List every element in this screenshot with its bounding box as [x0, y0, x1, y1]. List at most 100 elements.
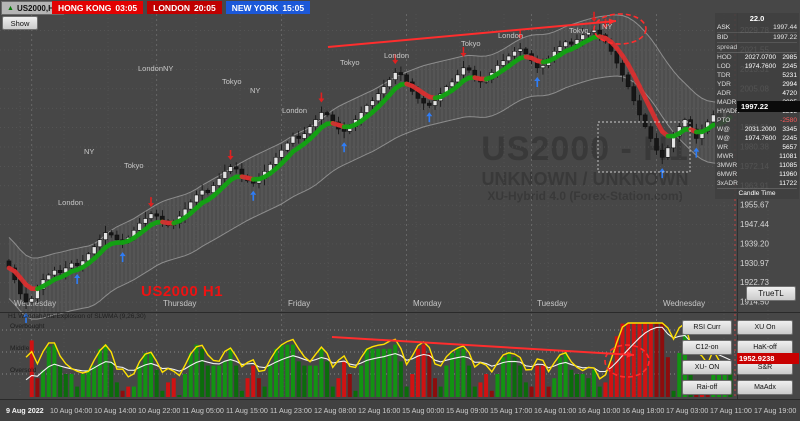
stat-row: TDR 5231	[717, 72, 797, 79]
clock-hong-kong: HONG KONG 03:05	[52, 1, 144, 14]
stat-row: ADR 4720	[717, 90, 797, 97]
svg-text:NY: NY	[163, 64, 173, 73]
stat-row: W@ 2031.2000 3345	[717, 126, 797, 133]
svg-text:Tokyo: Tokyo	[569, 26, 589, 35]
stats-rows: HOD 2027.0700 2985 LOD 1974.7600 2245 TDR 5231 Y…	[717, 53, 797, 188]
indicator-button-rsi-curr[interactable]: RSI Curr	[682, 320, 732, 335]
indicator-button-xu-on[interactable]: XU On	[737, 320, 793, 335]
ask-row: ASK 1997.44	[717, 23, 797, 33]
indicator-button-maadx[interactable]: MaAdx	[737, 380, 793, 395]
svg-text:11 Aug 15:00: 11 Aug 15:00	[226, 406, 268, 415]
truetl-button[interactable]: TrueTL	[746, 286, 796, 301]
svg-text:Wednesday: Wednesday	[663, 299, 705, 308]
svg-text:Tokyo: Tokyo	[124, 161, 144, 170]
stat-row: 3MWR 11085	[717, 162, 797, 169]
svg-text:1955.67: 1955.67	[740, 201, 769, 210]
spread-label: spread	[717, 43, 797, 53]
stat-row: PTO -2580	[717, 117, 797, 124]
svg-text:Thursday: Thursday	[163, 299, 196, 308]
show-button[interactable]: Show	[2, 16, 38, 30]
svg-text:NY: NY	[84, 147, 94, 156]
svg-text:15 Aug 00:00: 15 Aug 00:00	[402, 406, 444, 415]
ask-label: ASK	[717, 24, 731, 31]
svg-text:1930.97: 1930.97	[740, 259, 769, 268]
stat-row: YDR 2994	[717, 81, 797, 88]
indicator-button-xu-on[interactable]: XU- ON	[682, 360, 732, 375]
svg-text:London: London	[498, 31, 523, 40]
current-price-tag: 1997.22	[737, 101, 800, 112]
stat-row: LOD 1974.7600 2245	[717, 63, 797, 70]
wae-indicator	[2, 322, 735, 397]
stat-row: 3xADR 11722	[717, 180, 797, 187]
svg-text:16 Aug 01:00: 16 Aug 01:00	[534, 406, 576, 415]
svg-text:16 Aug 18:00: 16 Aug 18:00	[622, 406, 664, 415]
svg-text:10 Aug 04:00: 10 Aug 04:00	[50, 406, 92, 415]
svg-text:15 Aug 17:00: 15 Aug 17:00	[490, 406, 532, 415]
indicator-price-tag: 1952.9238	[737, 353, 799, 364]
svg-text:Tuesday: Tuesday	[537, 299, 567, 308]
svg-text:Friday: Friday	[288, 299, 310, 308]
svg-text:1914.50: 1914.50	[740, 298, 769, 307]
candles	[6, 24, 733, 309]
clock-time: 03:05	[115, 2, 138, 13]
middle-label: Middle	[10, 345, 30, 352]
indicator-button-c12-on[interactable]: C12-on	[682, 340, 732, 355]
clock-time: 15:05	[282, 2, 305, 13]
svg-text:London: London	[138, 64, 163, 73]
chart-watermark: US2000 - H1 UNKNOWN / UNKNOWN XU-Hybrid …	[425, 130, 745, 204]
chart-symbol-label: US2000 H1	[141, 283, 224, 300]
svg-text:London: London	[282, 106, 307, 115]
stat-row: WR 5657	[717, 144, 797, 151]
svg-text:Monday: Monday	[413, 299, 441, 308]
svg-text:12 Aug 16:00: 12 Aug 16:00	[358, 406, 400, 415]
svg-text:London: London	[58, 198, 83, 207]
svg-text:11 Aug 05:00: 11 Aug 05:00	[182, 406, 224, 415]
indicator-button-rai-off[interactable]: Rai-off	[682, 380, 732, 395]
svg-text:Tokyo: Tokyo	[340, 58, 360, 67]
svg-text:London: London	[384, 51, 409, 60]
svg-text:10 Aug 22:00: 10 Aug 22:00	[138, 406, 180, 415]
svg-text:10 Aug 14:00: 10 Aug 14:00	[94, 406, 136, 415]
ask-value: 1997.44	[773, 24, 797, 31]
clock-city: HONG KONG	[58, 2, 112, 13]
svg-text:Tokyo: Tokyo	[461, 39, 481, 48]
svg-text:9 Aug 2022: 9 Aug 2022	[6, 406, 44, 415]
indicator-title: H1 WaddahAttarExplosion of SLWMA (9,26,3…	[8, 313, 146, 320]
clock-city: NEW YORK	[231, 2, 279, 13]
stat-row: HOD 2027.0700 2985	[717, 54, 797, 61]
svg-text:17 Aug 11:00: 17 Aug 11:00	[710, 406, 752, 415]
bid-label: BID	[717, 34, 728, 41]
bid-value: 1997.22	[773, 34, 797, 41]
clock-london: LONDON 20:05	[147, 1, 222, 14]
svg-text:17 Aug 19:00: 17 Aug 19:00	[754, 406, 796, 415]
svg-text:NY: NY	[602, 22, 612, 31]
uptrend-icon: ▲	[7, 4, 14, 12]
stat-row: W@ 1974.7600 2245	[717, 135, 797, 142]
watermark-broker: UNKNOWN / UNKNOWN	[481, 169, 689, 190]
session-clocks: HONG KONG 03:05 LONDON 20:05 NEW YORK 15…	[52, 1, 311, 14]
clock-new-york: NEW YORK 15:05	[225, 1, 311, 14]
svg-text:1947.44: 1947.44	[740, 220, 769, 229]
svg-text:16 Aug 10:00: 16 Aug 10:00	[578, 406, 620, 415]
signal-arrows	[23, 11, 700, 323]
volatility-band	[8, 14, 731, 320]
stat-row: 6MWR 11960	[717, 171, 797, 178]
svg-text:Tokyo: Tokyo	[222, 77, 242, 86]
spread-value: 22.0	[749, 14, 765, 23]
svg-text:1939.20: 1939.20	[740, 239, 769, 248]
svg-text:1922.73: 1922.73	[740, 278, 769, 287]
clock-city: LONDON	[153, 2, 190, 13]
overbought-label: Overbought	[10, 323, 45, 330]
watermark-indicator-name: XU-Hybrid 4.0 (Forex-Station.com)	[487, 188, 683, 203]
svg-text:11 Aug 23:00: 11 Aug 23:00	[270, 406, 312, 415]
svg-text:17 Aug 03:00: 17 Aug 03:00	[666, 406, 708, 415]
svg-text:NY: NY	[250, 86, 260, 95]
symbol-tab-label: US2000,H1	[16, 3, 59, 13]
svg-text:15 Aug 09:00: 15 Aug 09:00	[446, 406, 488, 415]
oversold-label: Oversold	[10, 367, 37, 374]
stat-row: MWR 11081	[717, 153, 797, 160]
ma-ribbon	[6, 34, 733, 292]
